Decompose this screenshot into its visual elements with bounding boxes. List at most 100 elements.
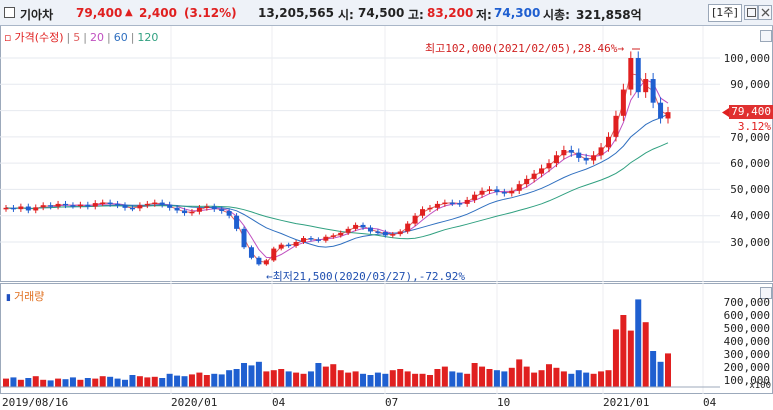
select-checkbox[interactable] bbox=[4, 7, 15, 18]
ma20-line bbox=[5, 79, 669, 259]
volume-bar bbox=[508, 367, 515, 387]
ytick-volume: 700,000 bbox=[723, 296, 770, 309]
price-panel-menu-button[interactable] bbox=[760, 30, 772, 42]
candle-body bbox=[367, 227, 373, 232]
candle-body bbox=[650, 79, 656, 103]
volume-bar bbox=[479, 366, 486, 387]
candle-body bbox=[129, 207, 135, 210]
candle-body bbox=[591, 155, 597, 161]
volume-bar bbox=[233, 369, 240, 387]
candle-body bbox=[472, 194, 478, 200]
candle-body bbox=[553, 155, 559, 164]
volume-bar bbox=[538, 370, 545, 387]
candle-body bbox=[405, 223, 411, 232]
candle-body bbox=[107, 202, 113, 205]
candle-body bbox=[286, 244, 292, 247]
candle-body bbox=[174, 207, 180, 211]
candle-body bbox=[531, 173, 537, 179]
volume-bar bbox=[367, 375, 374, 387]
candle-body bbox=[360, 224, 366, 228]
volume-bar bbox=[583, 372, 590, 387]
price-chart[interactable] bbox=[0, 26, 720, 282]
candle-body bbox=[137, 205, 143, 209]
legend-ma120[interactable]: 120 bbox=[137, 31, 159, 44]
volume-bar bbox=[419, 373, 426, 387]
candle-body bbox=[420, 209, 426, 216]
candle-body bbox=[159, 202, 165, 205]
candle-body bbox=[390, 234, 396, 236]
candle-body bbox=[434, 203, 440, 208]
candle-body bbox=[643, 79, 649, 93]
candle-body bbox=[152, 202, 158, 205]
volume-bar bbox=[568, 373, 575, 387]
candle-body bbox=[85, 204, 91, 207]
candle-body bbox=[278, 244, 284, 249]
volume-bar bbox=[620, 315, 627, 387]
price-marker-icon bbox=[722, 108, 729, 117]
legend-ma60[interactable]: 60 bbox=[113, 31, 128, 44]
volume-panel-menu-button[interactable] bbox=[760, 287, 772, 299]
volume-bar bbox=[635, 299, 642, 387]
expand-button[interactable] bbox=[744, 5, 758, 20]
volume-bar bbox=[605, 370, 612, 387]
unit-selector[interactable]: [1주] bbox=[708, 4, 742, 22]
candle-body bbox=[457, 203, 463, 205]
ytick-price: 90,000 bbox=[730, 78, 770, 91]
legend-ma5[interactable]: 5 bbox=[73, 31, 81, 44]
candle-body bbox=[613, 115, 619, 137]
volume-bar bbox=[84, 378, 91, 387]
volume-bar bbox=[382, 373, 389, 387]
volume-bar bbox=[456, 372, 463, 387]
candle-body bbox=[576, 152, 582, 158]
volume-legend: ▮ 거래량 bbox=[6, 288, 47, 304]
change-up-icon: ▲ bbox=[125, 7, 133, 18]
volume-bar bbox=[493, 370, 500, 387]
xtick: 04 bbox=[703, 396, 717, 409]
price-change: 2,400 bbox=[139, 6, 177, 20]
volume-bar bbox=[471, 363, 478, 387]
candle-body bbox=[100, 202, 106, 205]
candle-body bbox=[479, 190, 485, 195]
candle-body bbox=[561, 150, 567, 156]
volume-chart[interactable] bbox=[0, 283, 720, 394]
volume-bar bbox=[464, 373, 471, 387]
candle-body bbox=[271, 248, 277, 261]
volume-bar bbox=[114, 378, 121, 387]
volume-bar bbox=[188, 374, 195, 387]
candle-body bbox=[539, 168, 545, 174]
volume-bar bbox=[426, 375, 433, 387]
volume-bar bbox=[412, 373, 419, 387]
candle-body bbox=[219, 209, 225, 211]
last-pct-tag: 3.12% bbox=[737, 120, 771, 133]
candle-body bbox=[167, 204, 173, 208]
candle-body bbox=[55, 203, 61, 207]
candle-body bbox=[658, 102, 664, 119]
close-button[interactable] bbox=[758, 5, 772, 20]
volume-bar bbox=[441, 366, 448, 387]
legend-price[interactable]: 가격(수정) bbox=[14, 31, 64, 44]
ytick-volume: 200,000 bbox=[723, 361, 770, 374]
candle-body bbox=[308, 238, 314, 240]
candle-body bbox=[248, 247, 254, 258]
volume-bar bbox=[627, 330, 634, 387]
legend-volume[interactable]: 거래량 bbox=[13, 290, 45, 303]
volume-bar bbox=[136, 376, 143, 387]
candle-body bbox=[48, 205, 54, 207]
open-value: 74,500 bbox=[358, 6, 405, 20]
volume-bar bbox=[501, 371, 508, 387]
legend-ma20[interactable]: 20 bbox=[89, 31, 104, 44]
candle-body bbox=[196, 207, 202, 212]
volume-bar bbox=[166, 373, 173, 387]
candle-body bbox=[25, 206, 31, 211]
candle-body bbox=[211, 206, 217, 210]
candle-body bbox=[204, 206, 210, 209]
volume-bar bbox=[174, 375, 181, 387]
expand-icon bbox=[747, 8, 756, 17]
volume-bar bbox=[32, 376, 39, 387]
stock-name[interactable]: 기아차 bbox=[20, 8, 54, 22]
candle-body bbox=[442, 202, 448, 205]
volume-bar bbox=[449, 371, 456, 387]
volume-bar bbox=[144, 377, 151, 387]
volume-bar bbox=[300, 373, 307, 387]
volume-bar bbox=[293, 372, 300, 387]
